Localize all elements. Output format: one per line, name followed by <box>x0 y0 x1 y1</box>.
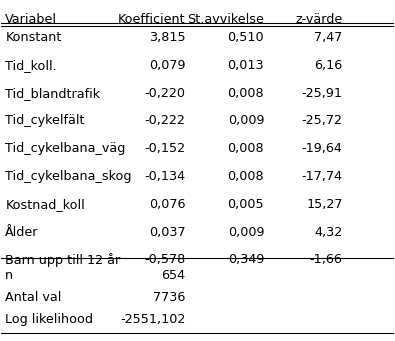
Text: -0,220: -0,220 <box>145 87 186 100</box>
Text: 654: 654 <box>162 269 186 282</box>
Text: -0,222: -0,222 <box>145 115 186 128</box>
Text: 15,27: 15,27 <box>306 198 342 211</box>
Text: 0,005: 0,005 <box>228 198 264 211</box>
Text: 0,349: 0,349 <box>228 253 264 266</box>
Text: Tid_cykelfält: Tid_cykelfält <box>5 115 85 128</box>
Text: Tid_cykelbana_skog: Tid_cykelbana_skog <box>5 170 132 183</box>
Text: 3,815: 3,815 <box>149 31 186 44</box>
Text: Tid_koll.: Tid_koll. <box>5 59 57 72</box>
Text: -0,152: -0,152 <box>145 142 186 155</box>
Text: Tid_blandtrafik: Tid_blandtrafik <box>5 87 100 100</box>
Text: 0,008: 0,008 <box>228 142 264 155</box>
Text: 0,009: 0,009 <box>228 115 264 128</box>
Text: 0,037: 0,037 <box>149 226 186 239</box>
Text: Kostnad_koll: Kostnad_koll <box>5 198 85 211</box>
Text: 0,076: 0,076 <box>149 198 186 211</box>
Text: St.avvikelse: St.avvikelse <box>187 13 264 26</box>
Text: Variabel: Variabel <box>5 13 57 26</box>
Text: Barn upp till 12 år: Barn upp till 12 år <box>5 253 120 267</box>
Text: -0,578: -0,578 <box>145 253 186 266</box>
Text: 0,079: 0,079 <box>149 59 186 72</box>
Text: 0,008: 0,008 <box>228 87 264 100</box>
Text: z-värde: z-värde <box>295 13 342 26</box>
Text: -17,74: -17,74 <box>301 170 342 183</box>
Text: n: n <box>5 269 13 282</box>
Text: -1,66: -1,66 <box>310 253 342 266</box>
Text: 7,47: 7,47 <box>314 31 342 44</box>
Text: -25,72: -25,72 <box>302 115 342 128</box>
Text: -2551,102: -2551,102 <box>120 313 186 326</box>
Text: -0,134: -0,134 <box>145 170 186 183</box>
Text: Tid_cykelbana_väg: Tid_cykelbana_väg <box>5 142 126 155</box>
Text: 7736: 7736 <box>153 291 186 303</box>
Text: Koefficient: Koefficient <box>118 13 186 26</box>
Text: Antal val: Antal val <box>5 291 62 303</box>
Text: Ålder: Ålder <box>5 226 39 239</box>
Text: -19,64: -19,64 <box>302 142 342 155</box>
Text: 0,009: 0,009 <box>228 226 264 239</box>
Text: -25,91: -25,91 <box>302 87 342 100</box>
Text: 0,013: 0,013 <box>228 59 264 72</box>
Text: 0,510: 0,510 <box>228 31 264 44</box>
Text: 4,32: 4,32 <box>314 226 342 239</box>
Text: 0,008: 0,008 <box>228 170 264 183</box>
Text: 6,16: 6,16 <box>314 59 342 72</box>
Text: Log likelihood: Log likelihood <box>5 313 93 326</box>
Text: Konstant: Konstant <box>5 31 62 44</box>
